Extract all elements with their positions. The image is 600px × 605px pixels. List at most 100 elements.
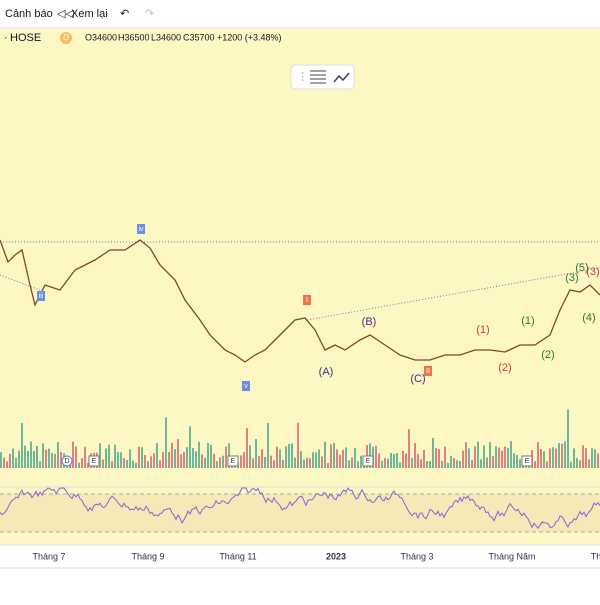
volume-bar (183, 451, 185, 468)
price-line (0, 239, 600, 363)
x-tick-label: Tháng Năm (488, 551, 535, 561)
volume-bar (141, 447, 143, 468)
volume-bar (324, 441, 326, 468)
event-marker (61, 455, 73, 467)
volume-bar (312, 452, 314, 468)
volume-bar (60, 452, 62, 468)
wave-label: (C) (410, 373, 425, 385)
volume-bar (162, 452, 164, 468)
volume-bar (129, 449, 131, 468)
volume-bar (510, 441, 512, 468)
volume-bar (411, 457, 413, 468)
wave-badge (242, 381, 250, 391)
volume-bar (597, 453, 599, 468)
redo-button[interactable]: ↷ (145, 8, 154, 20)
volume (0, 409, 599, 468)
close: C35700 (183, 32, 215, 42)
wave-label: iii (39, 293, 44, 300)
volume-bar (345, 447, 347, 468)
x-tick-label: Tháng 3 (400, 551, 433, 561)
volume-bar (21, 423, 23, 468)
volume-bar (111, 461, 113, 468)
volume-bar (501, 450, 503, 468)
volume-bar (297, 422, 299, 468)
alerts-button[interactable]: Cảnh báo (5, 8, 53, 20)
volume-bar (330, 444, 332, 468)
volume-bar (9, 453, 11, 468)
volume-bar (132, 460, 134, 468)
undo-button[interactable]: ↶ (120, 8, 129, 20)
wave-label: I (306, 297, 308, 304)
volume-bar (393, 454, 395, 468)
volume-bar (474, 446, 476, 468)
volume-bar (138, 446, 140, 468)
volume-bar (339, 454, 341, 468)
volume-bar (288, 443, 290, 468)
volume-bar (54, 453, 56, 468)
volume-bar (72, 441, 74, 468)
volume-bar (15, 457, 17, 468)
volume-bar (423, 450, 425, 468)
interval: D (63, 33, 69, 42)
wave-label: (3) (565, 272, 578, 284)
volume-bar (315, 452, 317, 468)
volume-bar (12, 448, 14, 468)
volume-bar (264, 456, 266, 468)
event-label: E (231, 458, 236, 465)
volume-bar (27, 450, 29, 468)
volume-bar (585, 448, 587, 468)
volume-bar (246, 428, 248, 468)
volume-bar (567, 409, 569, 468)
interval-badge[interactable] (60, 32, 72, 44)
volume-bar (321, 456, 323, 468)
volume-bar (48, 448, 50, 468)
volume-bar (456, 460, 458, 468)
volume-bar (327, 462, 329, 468)
drag-handle[interactable]: ⋮ (297, 71, 308, 83)
wave-badge (424, 366, 432, 376)
volume-bar (465, 442, 467, 468)
volume-bar (543, 451, 545, 468)
volume-bar (384, 458, 386, 468)
trendline (0, 274, 41, 291)
volume-bar (591, 448, 593, 468)
volume-bar (159, 460, 161, 468)
volume-bar (342, 449, 344, 468)
replay-icon[interactable]: ◁◁ (57, 8, 74, 20)
volume-bar (126, 459, 128, 468)
volume-bar (222, 455, 224, 468)
x-axis-area (0, 546, 600, 568)
volume-bar (249, 445, 251, 468)
volume-bar (588, 459, 590, 468)
volume-bar (174, 449, 176, 468)
replay-button[interactable]: Xem lại (71, 8, 108, 20)
volume-bar (105, 448, 107, 468)
x-tick-label: Tháng 7 (32, 551, 65, 561)
lines-tool[interactable] (310, 70, 326, 84)
volume-bar (333, 442, 335, 468)
volume-bar (3, 457, 5, 468)
volume-bar (414, 443, 416, 468)
wave-label: (4) (582, 312, 595, 324)
volume-bar (534, 461, 536, 468)
volume-bar (0, 452, 2, 468)
volume-bar (201, 454, 203, 468)
trend-tool[interactable] (333, 72, 350, 83)
volume-bar (564, 441, 566, 468)
volume-bar (300, 451, 302, 468)
volume-bar (468, 448, 470, 468)
volume-bar (33, 450, 35, 468)
volume-bar (135, 462, 137, 468)
volume-bar (357, 461, 359, 468)
volume-bar (432, 438, 434, 468)
volume-bar (267, 423, 269, 468)
volume-bar (171, 442, 173, 468)
volume-bar (114, 444, 116, 468)
rsi-band (0, 494, 600, 532)
volume-bar (192, 448, 194, 468)
volume-bar (219, 457, 221, 468)
volume-bar (291, 443, 293, 468)
wave-label: (1) (521, 315, 534, 327)
volume-bar (408, 429, 410, 468)
